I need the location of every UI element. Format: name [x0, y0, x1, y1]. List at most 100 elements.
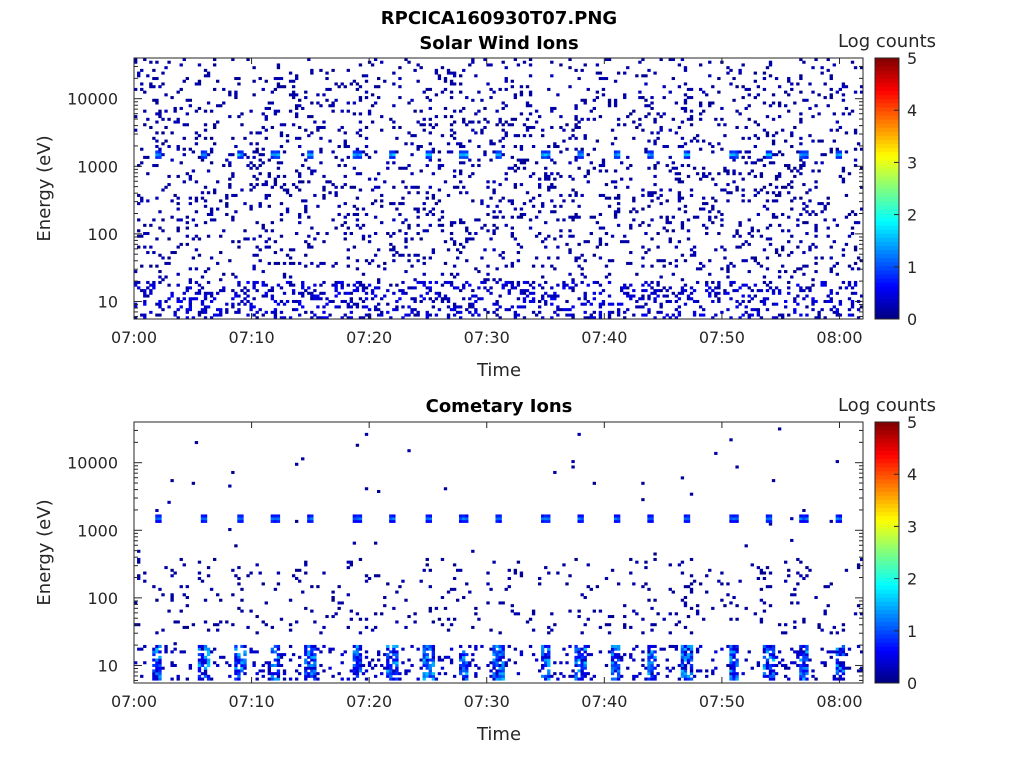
heatmap-cell — [732, 669, 736, 673]
heatmap-cell — [392, 232, 396, 236]
heatmap-cell — [462, 221, 466, 225]
heatmap-cell — [762, 672, 767, 676]
heatmap-cell — [513, 237, 518, 241]
heatmap-cell — [501, 101, 505, 105]
heatmap-cell — [373, 294, 378, 298]
heatmap-cell — [835, 90, 839, 94]
heatmap-cell — [668, 155, 672, 159]
heatmap-cell — [647, 672, 651, 676]
heatmap-cell — [516, 215, 521, 219]
heatmap-cell — [595, 221, 600, 225]
heatmap-cell — [149, 289, 153, 293]
heatmap-cell — [598, 291, 603, 295]
heatmap-cell — [589, 161, 593, 165]
heatmap-cell — [553, 177, 557, 181]
heatmap-cell — [449, 661, 454, 665]
heatmap-cell — [820, 139, 824, 143]
heatmap-cell — [726, 291, 730, 295]
heatmap-cell — [647, 519, 651, 523]
heatmap-cell — [370, 202, 375, 206]
heatmap-cell — [832, 310, 836, 314]
heatmap-cell — [307, 291, 311, 295]
heatmap-cell — [714, 294, 718, 298]
colorbar-swatch — [875, 625, 899, 631]
colorbar-tick-label: 4 — [907, 465, 917, 484]
heatmap-cell — [319, 161, 323, 165]
heatmap-cell — [771, 479, 776, 483]
colorbar-swatch — [875, 666, 899, 672]
heatmap-cell — [544, 663, 548, 667]
heatmap-cell — [234, 275, 238, 279]
heatmap-cell — [216, 207, 220, 211]
heatmap-cell — [155, 155, 159, 159]
heatmap-cell — [759, 174, 764, 178]
heatmap-cell — [234, 655, 238, 659]
heatmap-cell — [392, 644, 396, 648]
heatmap-cell — [647, 294, 651, 298]
heatmap-cell — [276, 655, 281, 659]
heatmap-cell — [389, 669, 393, 673]
heatmap-cell — [188, 174, 193, 178]
heatmap-cell — [498, 150, 502, 154]
heatmap-cell — [550, 74, 554, 78]
heatmap-cell — [310, 658, 314, 662]
heatmap-cell — [741, 188, 745, 192]
heatmap-cell — [811, 210, 815, 214]
heatmap-cell — [519, 207, 524, 211]
heatmap-cell — [252, 661, 256, 665]
heatmap-cell — [580, 68, 584, 72]
heatmap-cell — [659, 193, 663, 197]
heatmap-cell — [708, 101, 712, 105]
heatmap-cell — [392, 650, 396, 654]
heatmap-cell — [501, 283, 505, 287]
heatmap-cell — [203, 199, 208, 203]
heatmap-cell — [838, 302, 843, 306]
heatmap-cell — [346, 677, 350, 681]
heatmap-cell — [547, 658, 551, 662]
heatmap-cell — [240, 666, 244, 670]
heatmap-cell — [498, 669, 502, 673]
heatmap-cell — [176, 272, 180, 276]
heatmap-cell — [820, 647, 824, 651]
heatmap-cell — [607, 101, 612, 105]
heatmap-cell — [811, 115, 815, 119]
heatmap-cell — [334, 193, 338, 197]
heatmap-cell — [143, 223, 147, 227]
heatmap-cell — [471, 128, 475, 132]
heatmap-cell — [844, 215, 849, 219]
colorbar-swatch — [875, 475, 899, 480]
heatmap-cell — [294, 519, 299, 523]
colorbar-swatch — [875, 298, 899, 304]
heatmap-cell — [513, 145, 518, 149]
heatmap-cell — [474, 310, 478, 314]
heatmap-cell — [592, 98, 596, 102]
heatmap-cell — [577, 125, 581, 129]
heatmap-cell — [188, 104, 193, 108]
heatmap-cell — [832, 625, 836, 629]
heatmap-cell — [279, 202, 284, 206]
heatmap-cell — [768, 644, 773, 648]
heatmap-cell — [683, 66, 688, 70]
heatmap-cell — [762, 248, 767, 252]
heatmap-cell — [787, 77, 791, 81]
heatmap-cell — [777, 661, 782, 665]
heatmap-cell — [677, 199, 682, 203]
heatmap-cell — [632, 289, 636, 293]
heatmap-cell — [814, 261, 818, 265]
heatmap-cell — [531, 310, 536, 314]
heatmap-cell — [598, 283, 603, 287]
heatmap-cell — [501, 661, 505, 665]
heatmap-cell — [741, 242, 745, 246]
heatmap-cell — [768, 604, 773, 608]
heatmap-cell — [404, 270, 408, 274]
heatmap-cell — [680, 674, 685, 678]
heatmap-cell — [495, 658, 499, 662]
heatmap-cell — [203, 294, 208, 298]
colorbar-swatch — [875, 621, 899, 627]
heatmap-cell — [234, 658, 238, 662]
heatmap-cell — [176, 207, 180, 211]
heatmap-cell — [446, 280, 451, 284]
heatmap-cell — [610, 644, 615, 648]
heatmap-cell — [686, 514, 691, 518]
heatmap-cell — [364, 74, 369, 78]
